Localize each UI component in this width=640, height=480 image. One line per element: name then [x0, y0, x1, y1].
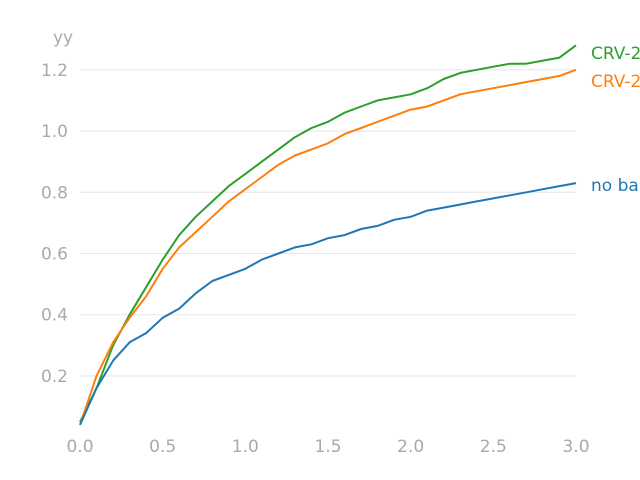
y-axis: 0.2 0.4 0.6 0.8 1.0 1.2	[41, 61, 68, 387]
series-label: no ba	[591, 176, 639, 196]
y-tick-label: 1.0	[41, 122, 68, 142]
x-tick-label: 1.0	[232, 437, 259, 457]
series-group	[79, 44, 577, 426]
y-tick-label: 0.8	[41, 183, 68, 203]
x-tick-label: 0.5	[149, 437, 176, 457]
x-tick-label: 1.5	[314, 437, 341, 457]
series-line	[79, 68, 577, 426]
y-tick-label: 1.2	[41, 61, 68, 81]
series-labels: CRV-2 CRV-2 no ba	[591, 44, 640, 196]
x-tick-label: 2.5	[480, 437, 507, 457]
x-tick-label: 3.0	[562, 437, 589, 457]
x-tick-label: 2.0	[397, 437, 424, 457]
x-tick-label: 0.0	[66, 437, 93, 457]
y-axis-label: yy	[53, 28, 73, 48]
x-axis: 0.0 0.5 1.0 1.5 2.0 2.5 3.0	[66, 437, 589, 457]
grid	[80, 69, 576, 377]
y-tick-label: 0.2	[41, 367, 68, 387]
series-label: CRV-2	[591, 44, 640, 64]
y-tick-label: 0.6	[41, 244, 68, 264]
series-line	[79, 44, 577, 423]
series-label: CRV-2	[591, 72, 640, 92]
series-line	[79, 182, 577, 426]
y-tick-label: 0.4	[41, 306, 68, 326]
